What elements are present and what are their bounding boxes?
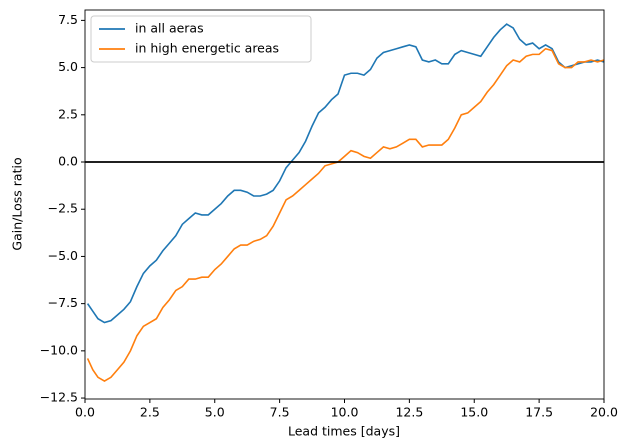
y-tick-label: 0.0 <box>58 154 78 169</box>
x-tick-label: 17.5 <box>525 405 553 420</box>
x-tick-label: 7.5 <box>270 405 290 420</box>
y-tick-label: −2.5 <box>48 201 78 216</box>
x-tick-label: 20.0 <box>590 405 618 420</box>
legend-label: in high energetic areas <box>135 41 279 56</box>
data-line <box>86 23 605 324</box>
y-tick-label: −12.5 <box>40 390 78 405</box>
x-axis-label: Lead times [days] <box>288 424 400 439</box>
y-tick-label: 2.5 <box>58 106 78 121</box>
y-tick-label: −10.0 <box>40 342 78 357</box>
y-tick-label: −5.0 <box>48 248 78 263</box>
x-tick-label: 5.0 <box>205 405 225 420</box>
y-tick-label: −7.5 <box>48 295 78 310</box>
x-tick-label: 12.5 <box>395 405 423 420</box>
y-axis-label: Gain/Loss ratio <box>10 157 25 250</box>
legend-box <box>90 15 312 63</box>
y-tick-label: 7.5 <box>58 12 78 27</box>
x-tick-label: 2.5 <box>140 405 160 420</box>
legend-label: in all aeras <box>135 21 204 36</box>
data-line <box>86 47 605 382</box>
x-tick-label: 15.0 <box>460 405 488 420</box>
y-tick-label: 5.0 <box>58 59 78 74</box>
x-tick-label: 0.0 <box>75 405 95 420</box>
x-tick-label: 10.0 <box>331 405 359 420</box>
plot-frame <box>84 9 605 400</box>
